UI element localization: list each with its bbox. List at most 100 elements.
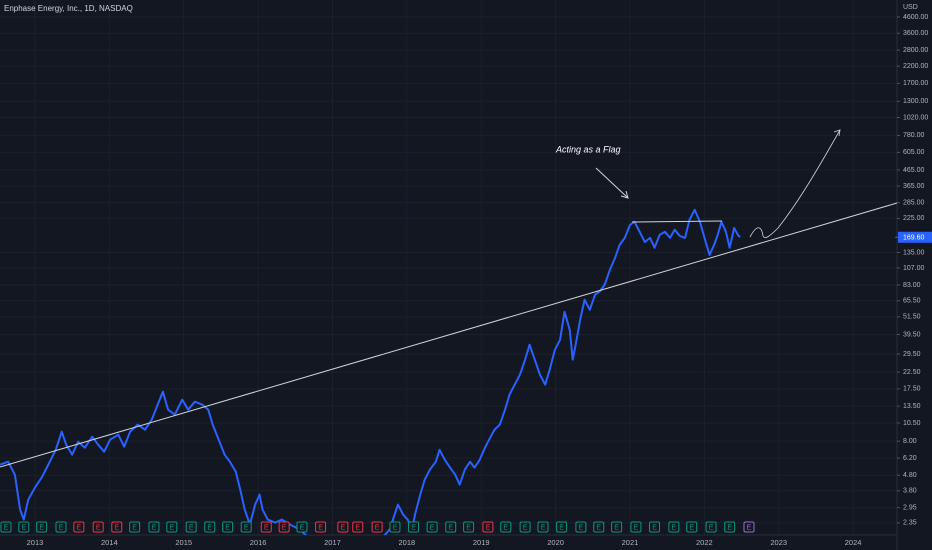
event-marker	[0, 521, 12, 533]
event-marker	[575, 521, 587, 533]
event-label: E	[486, 524, 491, 531]
event-marker	[315, 521, 327, 533]
y-tick-label: 65.50	[903, 298, 921, 305]
event-label: E	[152, 524, 157, 531]
event-marker	[426, 521, 438, 533]
event-marker	[500, 521, 512, 533]
event-marker	[686, 521, 698, 533]
x-tick-label: 2017	[324, 538, 341, 547]
event-marker	[537, 521, 549, 533]
event-marker	[463, 521, 475, 533]
event-label: E	[39, 524, 44, 531]
x-tick-label: 2015	[175, 538, 192, 547]
event-marker	[371, 521, 383, 533]
event-label: E	[503, 524, 508, 531]
y-tick-label: 1700.00	[903, 80, 928, 87]
event-label: E	[614, 524, 619, 531]
event-marker	[743, 521, 755, 533]
event-marker	[352, 521, 364, 533]
event-marker	[240, 521, 252, 533]
event-marker	[278, 521, 290, 533]
grid	[0, 0, 897, 535]
y-tick-label: 135.00	[903, 249, 925, 256]
event-marker	[389, 521, 401, 533]
event-label: E	[21, 524, 26, 531]
event-label: E	[634, 524, 639, 531]
event-label: E	[244, 524, 249, 531]
event-label: E	[300, 524, 305, 531]
y-tick-label: 3600.00	[903, 30, 928, 37]
y-tick-label: 6.20	[903, 455, 917, 462]
y-tick-label: 2800.00	[903, 47, 928, 54]
event-label: E	[207, 524, 212, 531]
y-tick-label: 3.80	[903, 488, 917, 495]
event-marker	[724, 521, 736, 533]
event-marker	[36, 521, 48, 533]
event-label: E	[689, 524, 694, 531]
price-tag: 169.60	[903, 235, 925, 242]
y-tick-label: 285.00	[903, 199, 925, 206]
event-marker	[668, 521, 680, 533]
curved-arrow	[749, 129, 841, 238]
arrow	[595, 167, 629, 199]
event-label: E	[169, 524, 174, 531]
y-tick-label: 10.50	[903, 420, 921, 427]
y-tick-label: 605.00	[903, 149, 925, 156]
x-tick-label: 2020	[547, 538, 564, 547]
event-label: E	[225, 524, 230, 531]
event-marker	[129, 521, 141, 533]
event-label: E	[341, 524, 346, 531]
event-marker	[649, 521, 661, 533]
y-tick-label: 83.00	[903, 282, 921, 289]
event-marker	[611, 521, 623, 533]
y-tick-label: 465.00	[903, 167, 925, 174]
x-tick-label: 2018	[399, 538, 416, 547]
y-tick-label: 17.50	[903, 386, 921, 393]
event-label: E	[189, 524, 194, 531]
event-marker	[148, 521, 160, 533]
event-marker	[55, 521, 67, 533]
flag-line	[631, 220, 723, 223]
y-tick-label: 13.50	[903, 403, 921, 410]
event-label: E	[727, 524, 732, 531]
event-label: E	[652, 524, 657, 531]
event-label: E	[114, 524, 119, 531]
event-marker	[204, 521, 216, 533]
event-marker	[556, 521, 568, 533]
event-marker	[705, 521, 717, 533]
event-marker	[519, 521, 531, 533]
event-marker	[445, 521, 457, 533]
event-marker	[73, 521, 85, 533]
x-tick-label: 2016	[250, 538, 267, 547]
event-marker	[337, 521, 349, 533]
x-tick-label: 2013	[27, 538, 44, 547]
chart-title: Enphase Energy, Inc., 1D, NASDAQ	[4, 4, 133, 13]
price-area	[0, 208, 741, 535]
event-marker	[92, 521, 104, 533]
event-label: E	[747, 524, 752, 531]
y-tick-label: 2200.00	[903, 63, 928, 70]
event-label: E	[559, 524, 564, 531]
event-label: E	[132, 524, 137, 531]
event-marker	[630, 521, 642, 533]
y-tick-label: 2.95	[903, 505, 917, 512]
y-tick-label: 225.00	[903, 215, 925, 222]
y-tick-label: 365.00	[903, 183, 925, 190]
event-label: E	[672, 524, 677, 531]
y-tick-label: 4.80	[903, 472, 917, 479]
y-tick-label: 1020.00	[903, 114, 928, 121]
x-tick-label: 2023	[770, 538, 787, 547]
event-marker	[222, 521, 234, 533]
event-marker	[296, 521, 308, 533]
y-tick-label: 39.50	[903, 331, 921, 338]
event-label: E	[77, 524, 82, 531]
x-tick-label: 2022	[696, 538, 713, 547]
y-tick-label: 4600.00	[903, 14, 928, 21]
event-label: E	[355, 524, 360, 531]
event-label: E	[541, 524, 546, 531]
event-marker	[111, 521, 123, 533]
event-label: E	[318, 524, 323, 531]
currency-label: USD	[903, 4, 918, 11]
event-marker	[593, 521, 605, 533]
